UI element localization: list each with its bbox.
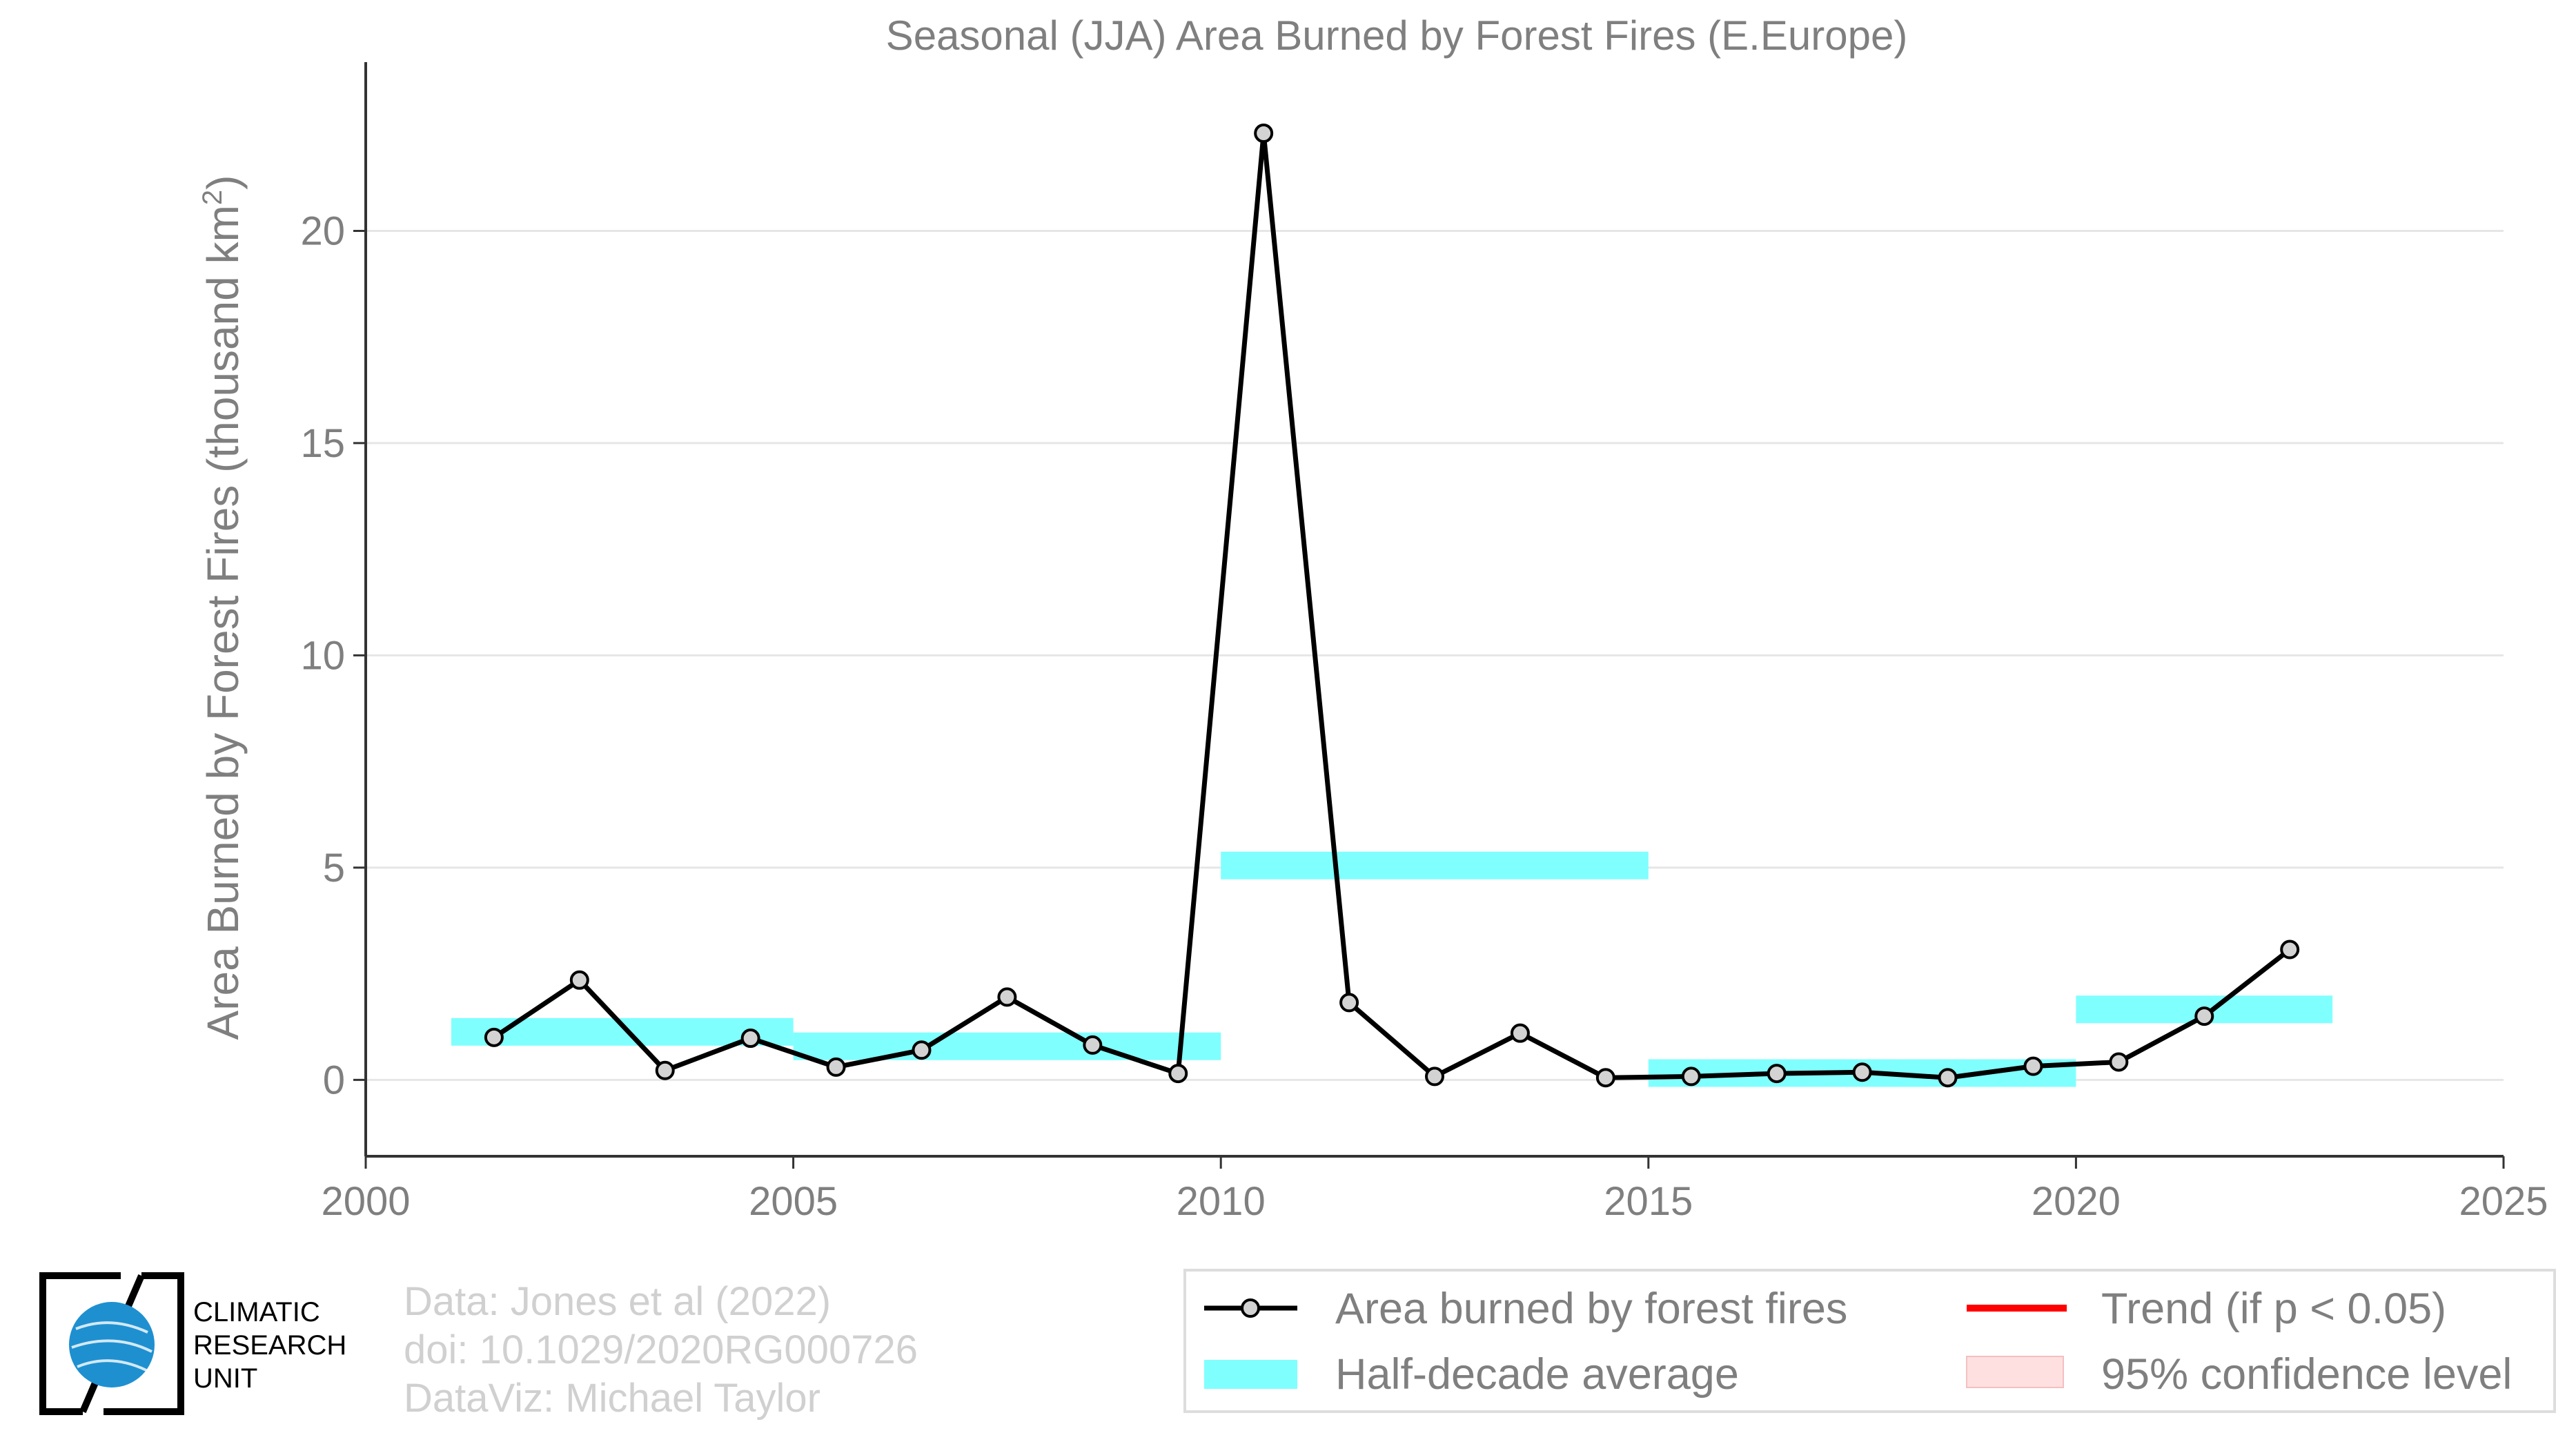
x-tick-label: 2005 [749, 1179, 838, 1224]
y-tick-labels: 0 5 10 15 20 [300, 208, 345, 1102]
gridlines [366, 229, 2504, 1081]
legend: Area burned by forest fires Trend (if p … [1183, 1269, 2556, 1413]
logo-bracket-right [104, 1272, 184, 1415]
y-tick-label: 15 [300, 421, 345, 466]
data-point [2023, 1056, 2043, 1076]
y-tick-label: 0 [323, 1058, 345, 1102]
legend-label-half-decade: Half-decade average [1335, 1350, 1739, 1399]
legend-marker-swatch [1241, 1298, 1260, 1318]
data-point [655, 1060, 675, 1080]
y-tick-label: 20 [300, 208, 345, 253]
half-decade-band [1221, 851, 1649, 879]
data-point [1510, 1023, 1530, 1043]
credit-doi: doi: 10.1029/2020RG000726 [404, 1327, 918, 1372]
credit-dataviz: DataViz: Michael Taylor [404, 1376, 820, 1421]
logo-line-3: UNIT [193, 1363, 257, 1394]
data-point [1767, 1064, 1787, 1084]
cru-logo: CLIMATIC RESEARCH UNIT [39, 1272, 346, 1415]
y-axis-label-text: Area Burned by Forest Fires (thousand km [198, 205, 248, 1040]
logo-line-1: CLIMATIC [193, 1297, 320, 1327]
data-point [1425, 1067, 1444, 1087]
data-point [2280, 939, 2300, 960]
x-tick-label: 2020 [2032, 1179, 2121, 1224]
axes [353, 62, 2505, 1169]
x-tick-labels: 2000 2005 2010 2015 2020 2025 [321, 1179, 2548, 1224]
x-tick-label: 2000 [321, 1179, 410, 1224]
y-axis-label-close: ) [198, 175, 248, 190]
globe-lines [71, 1321, 153, 1372]
legend-label-confidence: 95% confidence level [2101, 1350, 2512, 1399]
data-point [1938, 1068, 1958, 1088]
data-point [912, 1040, 932, 1060]
legend-confidence-swatch [1966, 1356, 2064, 1388]
data-point [826, 1057, 846, 1077]
x-tick-label: 2015 [1604, 1179, 1693, 1224]
data-point [1254, 124, 1274, 144]
half-decade-average-bands [451, 851, 2333, 1087]
data-point [740, 1029, 760, 1049]
half-decade-band [793, 1032, 1221, 1060]
series-line [492, 130, 2292, 1080]
data-point [2109, 1052, 2129, 1072]
data-point [2194, 1006, 2214, 1026]
data-point [484, 1027, 504, 1047]
data-point [1852, 1062, 1872, 1082]
series-area-burned [484, 124, 2300, 1088]
data-point [1339, 993, 1359, 1013]
x-tick-label: 2010 [1177, 1179, 1266, 1224]
y-axis-label-superscript: 2 [197, 190, 228, 205]
data-point [1595, 1068, 1615, 1088]
data-point [1083, 1035, 1103, 1055]
x-tick-label: 2025 [2459, 1179, 2548, 1224]
legend-label-trend: Trend (if p < 0.05) [2101, 1285, 2446, 1333]
legend-label-area-burned: Area burned by forest fires [1335, 1285, 1847, 1333]
y-tick-label: 10 [300, 633, 345, 678]
data-point [997, 987, 1017, 1007]
logo-line-2: RESEARCH [193, 1330, 346, 1361]
legend-band-swatch [1204, 1360, 1297, 1389]
data-point [569, 970, 589, 990]
credit-data: Data: Jones et al (2022) [404, 1279, 831, 1324]
data-point [1168, 1064, 1188, 1084]
data-point [1681, 1067, 1701, 1087]
chart-title: Seasonal (JJA) Area Burned by Forest Fir… [886, 12, 1908, 59]
y-tick-label: 5 [323, 846, 345, 890]
logo-bracket-left [39, 1272, 121, 1415]
y-axis-label: Area Burned by Forest Fires (thousand km… [197, 175, 248, 1040]
legend-box [1183, 1269, 2556, 1413]
